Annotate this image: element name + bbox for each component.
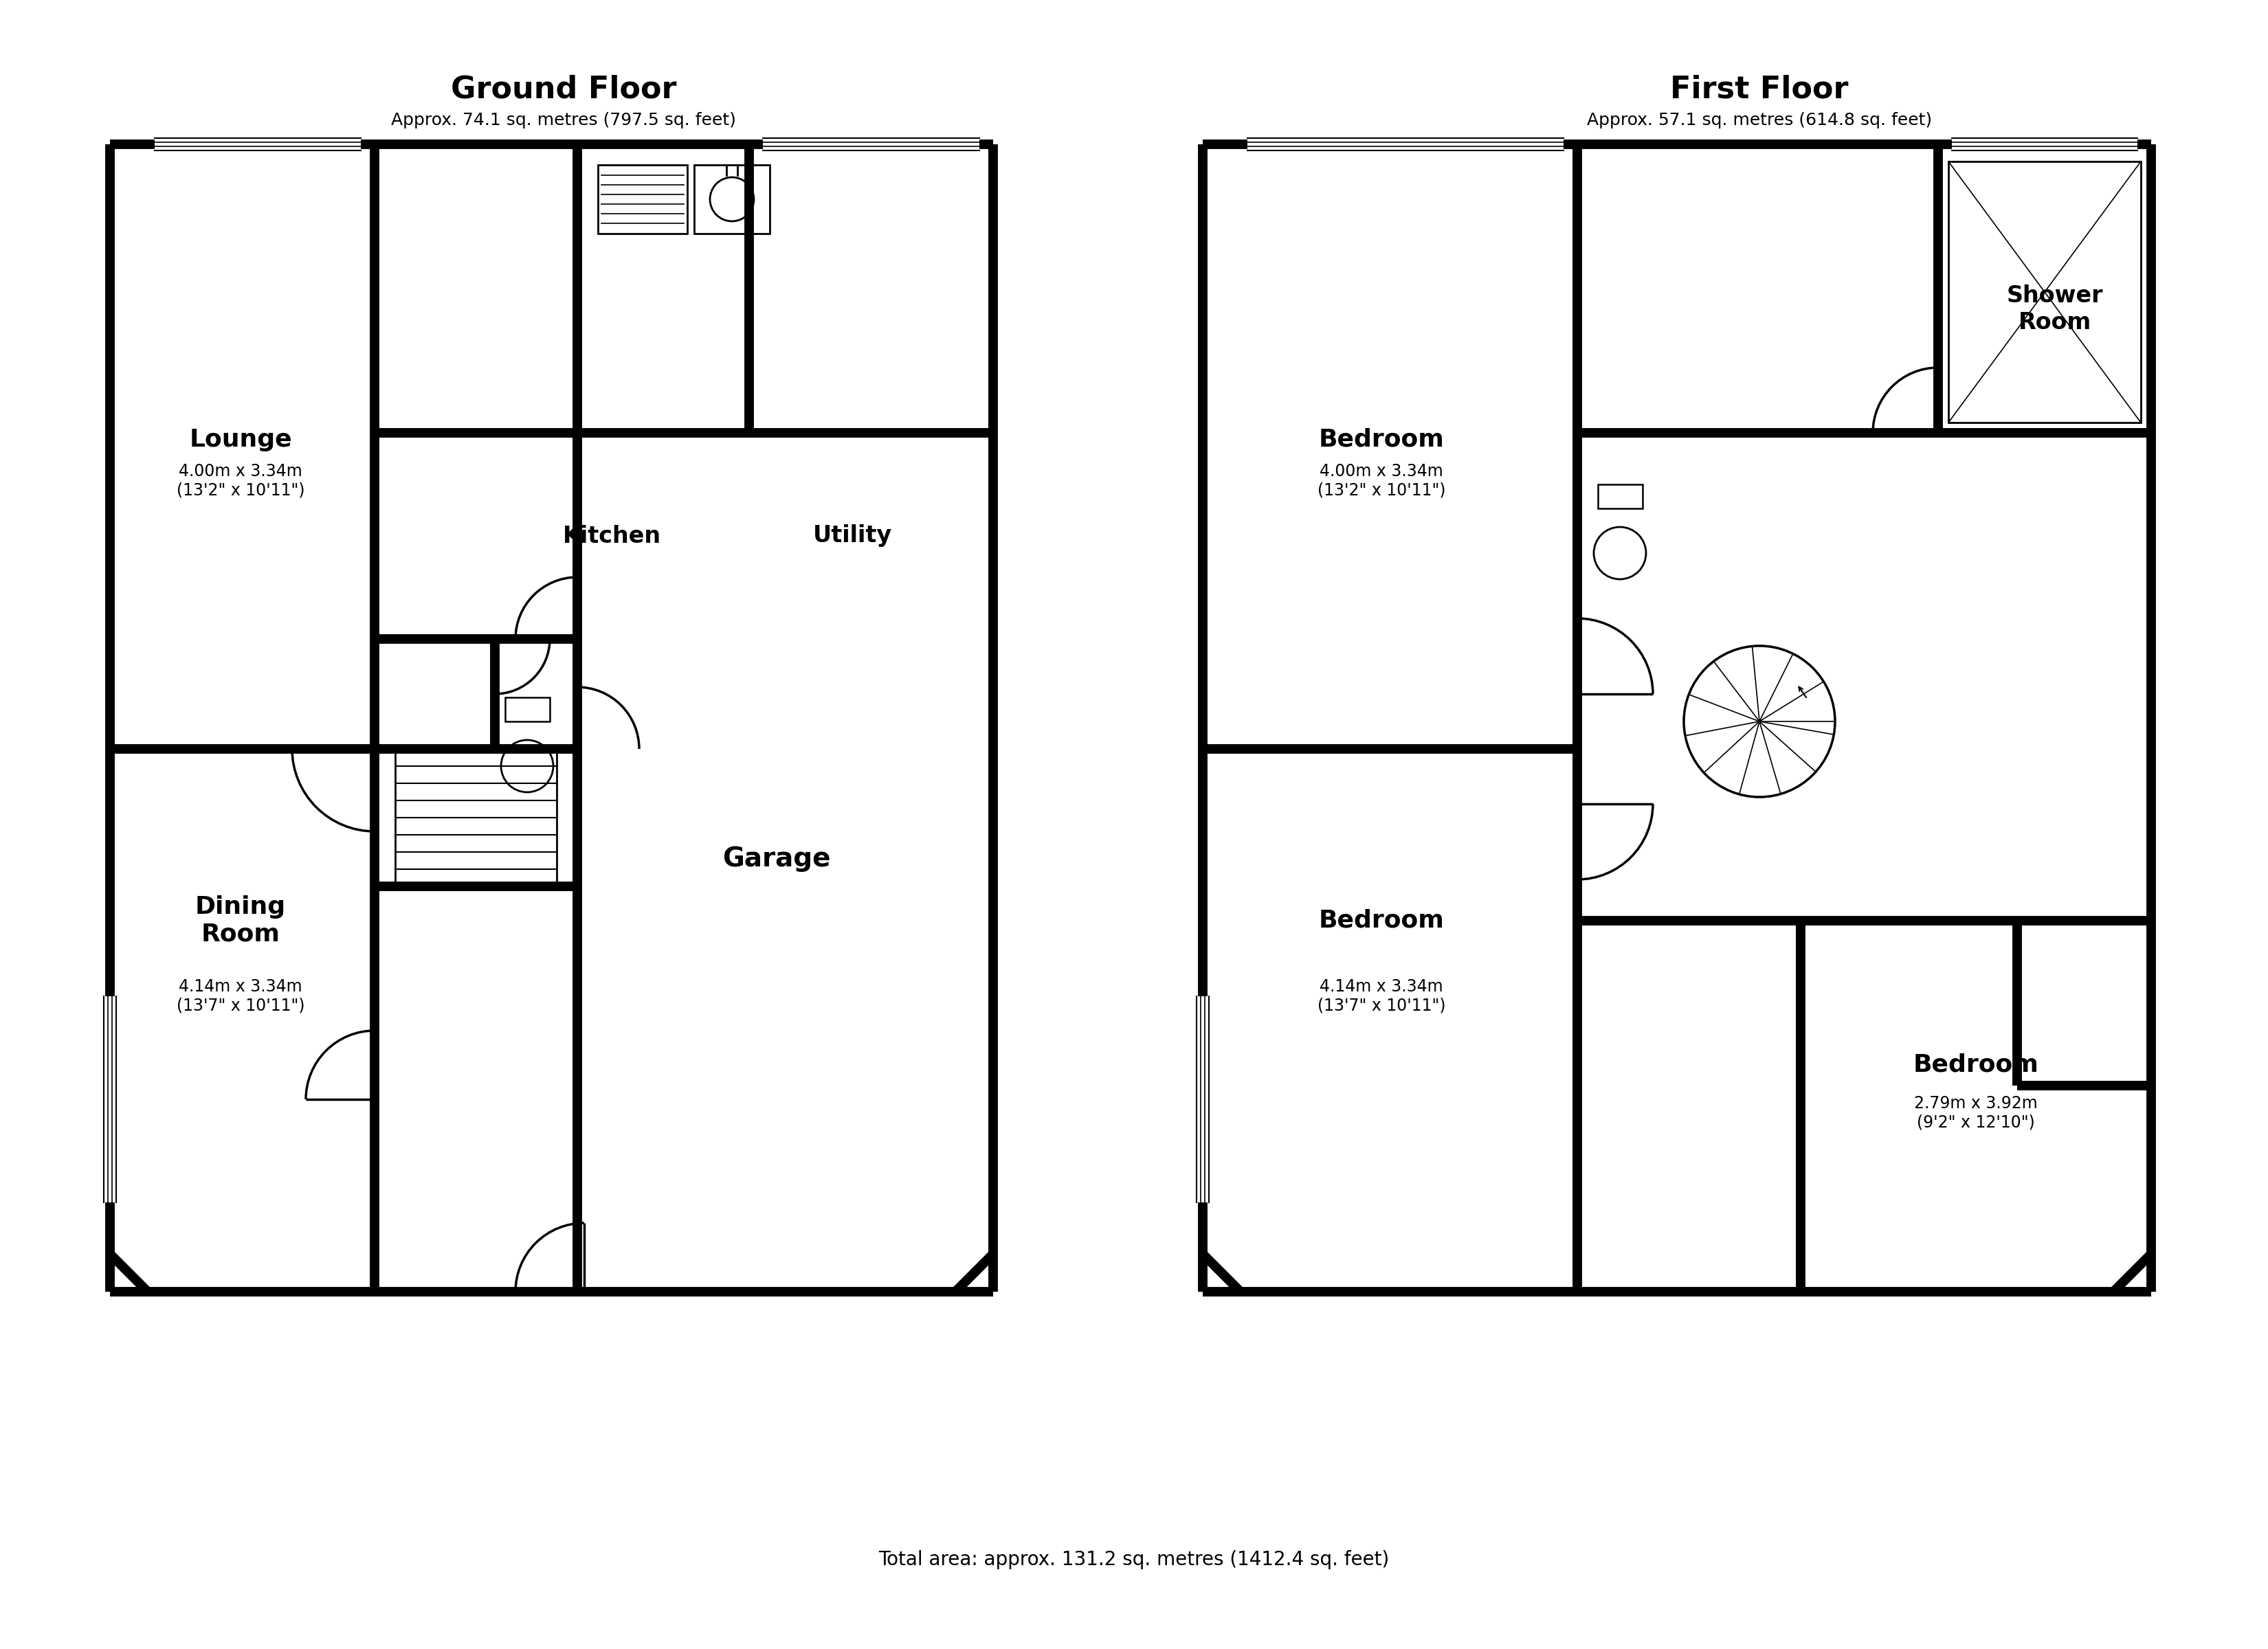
Text: Approx. 57.1 sq. metres (614.8 sq. feet): Approx. 57.1 sq. metres (614.8 sq. feet) <box>1588 112 1932 129</box>
Text: Shower
Room: Shower Room <box>2007 285 2102 333</box>
Bar <box>104 996 116 1202</box>
Text: Bedroom: Bedroom <box>1318 429 1445 452</box>
Bar <box>762 139 980 150</box>
Text: 4.14m x 3.34m
(13'7" x 10'11"): 4.14m x 3.34m (13'7" x 10'11") <box>1318 978 1445 1014</box>
Text: Bedroom: Bedroom <box>1914 1054 2039 1077</box>
Text: 4.00m x 3.34m
(13'2" x 10'11"): 4.00m x 3.34m (13'2" x 10'11") <box>177 463 304 498</box>
Bar <box>154 139 361 150</box>
Bar <box>1599 485 1642 508</box>
Bar <box>395 749 556 887</box>
Text: Approx. 74.1 sq. metres (797.5 sq. feet): Approx. 74.1 sq. metres (797.5 sq. feet) <box>390 112 737 129</box>
Text: Utility: Utility <box>812 524 891 547</box>
Bar <box>599 165 687 234</box>
Text: 4.14m x 3.34m
(13'7" x 10'11"): 4.14m x 3.34m (13'7" x 10'11") <box>177 978 304 1014</box>
Bar <box>1247 139 1563 150</box>
Bar <box>694 165 769 234</box>
Text: First Floor: First Floor <box>1669 74 1848 104</box>
Bar <box>506 698 549 722</box>
Text: Dining
Room: Dining Room <box>195 895 286 947</box>
Text: 2.79m x 3.92m
(9'2" x 12'10"): 2.79m x 3.92m (9'2" x 12'10") <box>1914 1095 2037 1131</box>
Bar <box>1948 162 2141 422</box>
Text: Bedroom: Bedroom <box>1318 909 1445 932</box>
Text: Kitchen: Kitchen <box>562 524 660 547</box>
Bar <box>1198 996 1209 1202</box>
Text: Total area: approx. 131.2 sq. metres (1412.4 sq. feet): Total area: approx. 131.2 sq. metres (14… <box>878 1550 1390 1570</box>
Text: Lounge: Lounge <box>188 429 293 452</box>
Text: 4.00m x 3.34m
(13'2" x 10'11"): 4.00m x 3.34m (13'2" x 10'11") <box>1318 463 1445 498</box>
Text: Garage: Garage <box>723 846 830 872</box>
Bar <box>1953 139 2136 150</box>
Text: Ground Floor: Ground Floor <box>451 74 676 104</box>
